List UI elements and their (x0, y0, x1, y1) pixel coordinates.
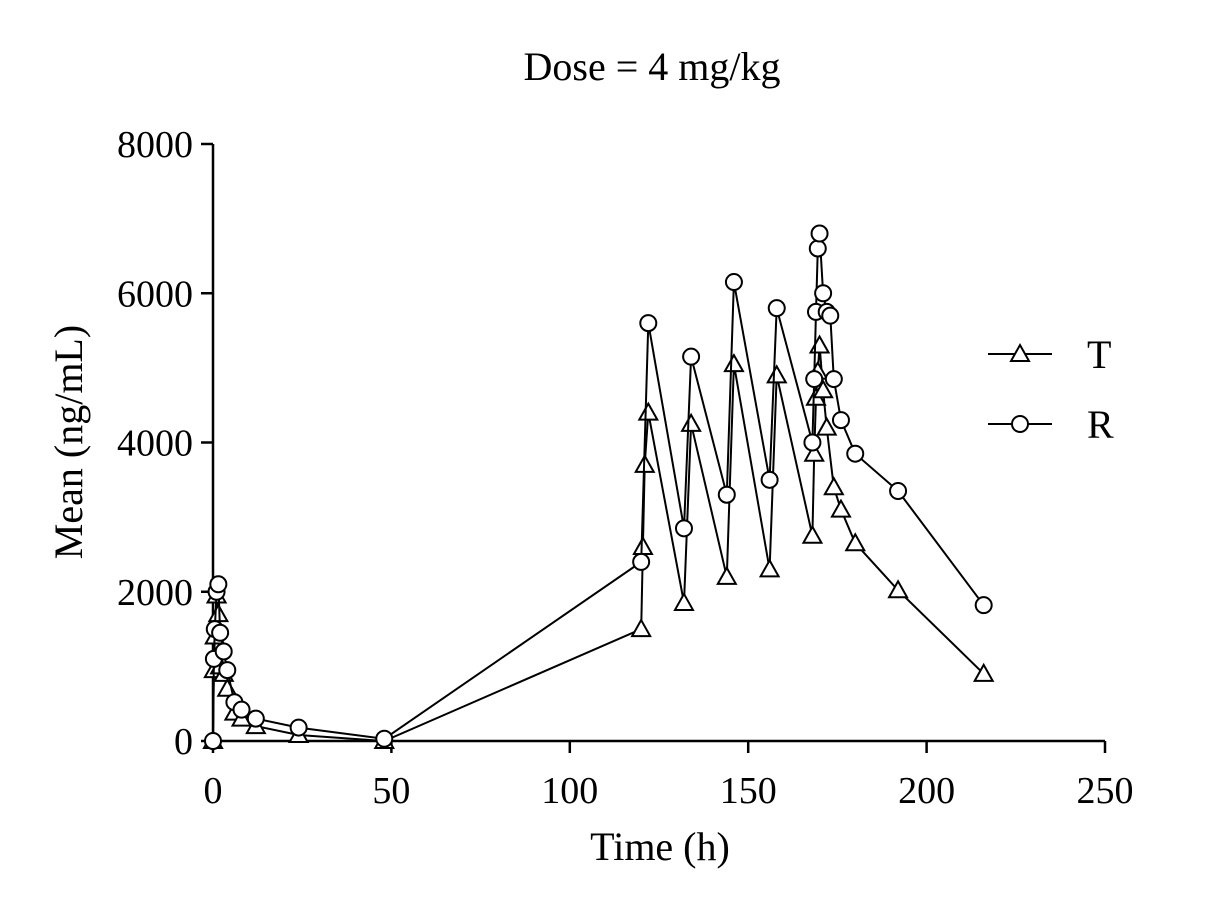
axes (211, 144, 1105, 743)
data-point-t (723, 353, 745, 373)
chart-title: Dose = 4 mg/kg (524, 44, 781, 89)
legend-circle-marker (1011, 415, 1029, 433)
series-line-t (212, 345, 985, 743)
series-r (204, 224, 993, 750)
data-point-t (812, 379, 834, 399)
data-point-t (766, 364, 788, 384)
data-point-r (821, 306, 840, 325)
data-point-t (630, 618, 652, 638)
data-point-r (209, 575, 228, 594)
data-point-t (637, 401, 660, 421)
data-point-r (767, 299, 786, 318)
data-point-r (211, 623, 230, 642)
x-ticks: 0 50 100 150 200 250 (204, 741, 1134, 812)
legend-label-r: R (1087, 402, 1114, 447)
data-point-r (375, 729, 394, 748)
data-point-r (974, 596, 993, 615)
data-point-r (682, 347, 701, 366)
series-line-r (212, 233, 985, 742)
legend-triangle-marker (1009, 342, 1031, 362)
data-point-r (805, 370, 824, 389)
data-point-t (808, 334, 831, 354)
data-point-r (824, 370, 843, 389)
data-point-t (758, 558, 781, 578)
data-point-r (846, 444, 865, 463)
data-point-t (830, 498, 852, 518)
y-tick-label: 8000 (117, 124, 193, 166)
x-tick-label: 250 (1077, 770, 1134, 812)
x-tick-label: 50 (372, 770, 410, 812)
legend-item-r: R (988, 402, 1114, 447)
data-point-t (815, 416, 838, 436)
data-point-r (289, 718, 308, 737)
data-point-t (801, 524, 824, 544)
data-point-t (823, 476, 845, 496)
data-point-t (887, 579, 909, 599)
y-tick-label: 6000 (117, 273, 193, 315)
data-point-t (803, 442, 825, 462)
data-point-r (218, 661, 237, 680)
x-tick-label: 150 (720, 770, 777, 812)
y-tick-label: 2000 (117, 572, 193, 614)
data-point-r (717, 485, 736, 504)
series-t (202, 334, 995, 749)
data-point-r (889, 482, 908, 501)
data-point-t (716, 565, 738, 585)
data-point-r (639, 314, 658, 333)
data-point-t (673, 591, 695, 611)
x-tick-label: 200 (898, 770, 955, 812)
data-point-r (724, 273, 743, 292)
data-point-r (831, 411, 850, 430)
data-point-r (246, 709, 265, 728)
data-point-r (674, 519, 693, 538)
y-ticks: 0 2000 4000 6000 8000 (117, 124, 213, 763)
y-tick-label: 0 (174, 721, 193, 763)
x-tick-label: 100 (541, 770, 598, 812)
legend-item-t: T (988, 332, 1111, 377)
legend: T R (988, 332, 1114, 447)
x-axis-label: Time (h) (590, 824, 730, 869)
data-point-t (632, 535, 654, 555)
data-point-r (214, 642, 233, 661)
data-point-r (808, 239, 827, 258)
x-tick-label: 0 (204, 770, 223, 812)
legend-label-t: T (1087, 332, 1111, 377)
data-point-r (632, 552, 651, 571)
data-point-r (803, 433, 822, 452)
y-tick-label: 4000 (117, 423, 193, 465)
plot-area (202, 224, 995, 750)
data-point-r (760, 470, 779, 489)
data-point-t (680, 412, 702, 432)
data-point-r (814, 284, 833, 303)
data-point-r (810, 224, 829, 243)
data-point-t (844, 532, 866, 552)
y-axis-label: Mean (ng/mL) (46, 325, 91, 559)
data-point-t (972, 662, 995, 682)
data-point-r (232, 700, 251, 719)
data-point-r (204, 732, 222, 750)
